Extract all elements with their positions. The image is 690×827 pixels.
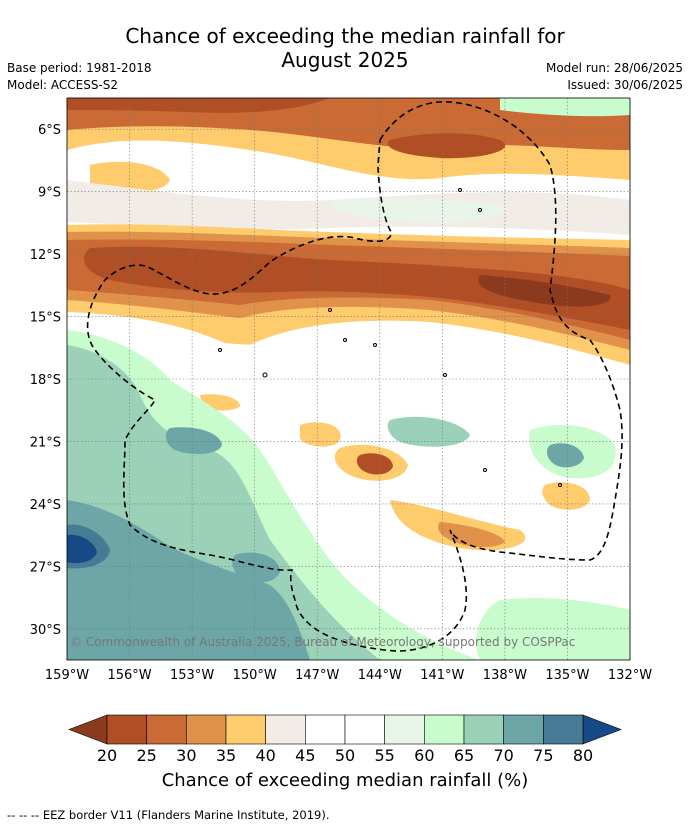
colorbar-swatch-5 [305,714,346,745]
colorbar-tick-10: 70 [493,746,513,765]
colorbar-swatch-2 [186,714,227,745]
island-3 [262,372,268,378]
colorbar-swatch-8 [424,714,465,745]
island-10 [373,343,377,347]
colorbar-tick-0: 20 [97,746,117,765]
colorbar-tick-5: 45 [295,746,315,765]
lon-label-7: 138°W [483,668,527,683]
contour-wet-east-inner [546,443,584,468]
eez-borders [86,101,623,652]
lon-label-9: 132°W [608,668,652,683]
island-7 [443,373,447,377]
contour-dry-blob-b-inner [356,453,393,475]
colorbar-swatch-11 [543,714,584,745]
latitude-labels: 6°S 9°S 12°S 15°S 18°S 21°S 24°S 27°S 30°S [30,123,61,638]
colorbar-label: Chance of exceeding median rainfall (%) [161,770,529,791]
lat-label-3: 15°S [30,311,61,326]
map-title-line1: Chance of exceeding the median rainfall … [125,24,565,48]
contour-dry-central-core [84,246,630,330]
contour-wet-west-peak [67,534,97,564]
lat-label-0: 6°S [38,123,61,138]
colorbar-swatch-0 [106,714,147,745]
colorbar-tick-6: 50 [335,746,355,765]
lon-label-3: 150°W [233,668,277,683]
map-title: Chance of exceeding the median rainfall … [0,24,690,72]
colorbar-tick-7: 55 [374,746,394,765]
rainfall-contours [67,98,630,660]
colorbar-swatch-6 [344,714,385,745]
island-9 [558,483,562,487]
lon-label-2: 153°W [170,668,214,683]
eez-legend-footer: -- -- -- EEZ border V11 (Flanders Marine… [7,808,330,822]
colorbar-tick-4: 40 [255,746,275,765]
lat-label-2: 12°S [30,248,61,263]
map-frame [66,97,631,661]
contour-dry-blob-a [300,422,341,447]
colorbar-tick-12: 80 [573,746,593,765]
contour-dry-north-core [67,98,330,113]
lat-label-1: 9°S [38,186,61,201]
contour-dry-blob-d [542,482,590,510]
lon-label-1: 156°W [107,668,151,683]
colorbar-tick-2: 30 [176,746,196,765]
contour-wet-mid-blob [387,416,470,447]
colorbar: 20 25 30 35 40 45 50 55 60 65 70 75 80 [68,714,622,765]
island-8 [483,468,487,472]
island-5 [458,188,462,192]
meta-left: Base period: 1981-2018 Model: ACCESS-S2 [7,60,152,94]
contour-wet-blob-g [232,552,280,583]
colorbar-swatch-10 [503,714,544,745]
lat-label-7: 27°S [30,560,61,575]
colorbar-tick-9: 65 [454,746,474,765]
island-2 [343,338,347,342]
contour-wet-light-band [330,197,505,223]
lat-label-5: 21°S [30,435,61,450]
colorbar-tick-8: 60 [414,746,434,765]
colorbar-under-arrow [68,714,108,745]
lat-label-8: 30°S [30,623,61,638]
contour-wet-blob-f [165,427,222,455]
colorbar-swatch-7 [384,714,425,745]
lon-label-8: 135°W [545,668,589,683]
model-run-text: Model run: 28/06/2025 [545,61,683,75]
contour-wet-southeast [476,598,630,660]
colorbar-tick-11: 75 [533,746,553,765]
colorbar-tick-1: 25 [136,746,156,765]
longitude-labels: 159°W 156°W 153°W 150°W 147°W 144°W 141°W 138°W… [45,668,652,683]
contour-wet-north-east [500,98,630,117]
contour-dry-ne-core [388,133,506,159]
rainfall-map: © Commonwealth of Australia 2025, Bureau… [30,97,652,765]
lon-label-6: 141°W [420,668,464,683]
contour-dry-central-peak [478,275,611,307]
issued-text: Issued: 30/06/2025 [567,78,683,92]
eez-border-cook-islands [86,101,623,652]
contour-dry-small-west [90,161,170,193]
model-text: Model: ACCESS-S2 [7,78,119,92]
base-period-text: Base period: 1981-2018 [7,61,152,75]
lat-label-6: 24°S [30,498,61,513]
contour-wet-west-inner [67,500,310,660]
colorbar-swatch-9 [463,714,504,745]
colorbar-swatch-1 [146,714,187,745]
island-1 [328,308,332,312]
colorbar-over-arrow [582,714,622,745]
lon-label-4: 147°W [295,668,339,683]
colorbar-tick-3: 35 [216,746,236,765]
colorbar-swatch-3 [225,714,266,745]
colorbar-swatch-4 [265,714,306,745]
lon-label-0: 159°W [45,668,89,683]
lon-label-5: 144°W [358,668,402,683]
island-6 [478,208,482,212]
island-4 [218,348,222,352]
map-title-line2: August 2025 [281,48,409,72]
lat-label-4: 18°S [30,373,61,388]
meta-right: Model run: 28/06/2025 Issued: 30/06/2025 [546,60,683,94]
islands [218,188,562,487]
copyright-text: © Commonwealth of Australia 2025, Bureau… [70,635,575,649]
